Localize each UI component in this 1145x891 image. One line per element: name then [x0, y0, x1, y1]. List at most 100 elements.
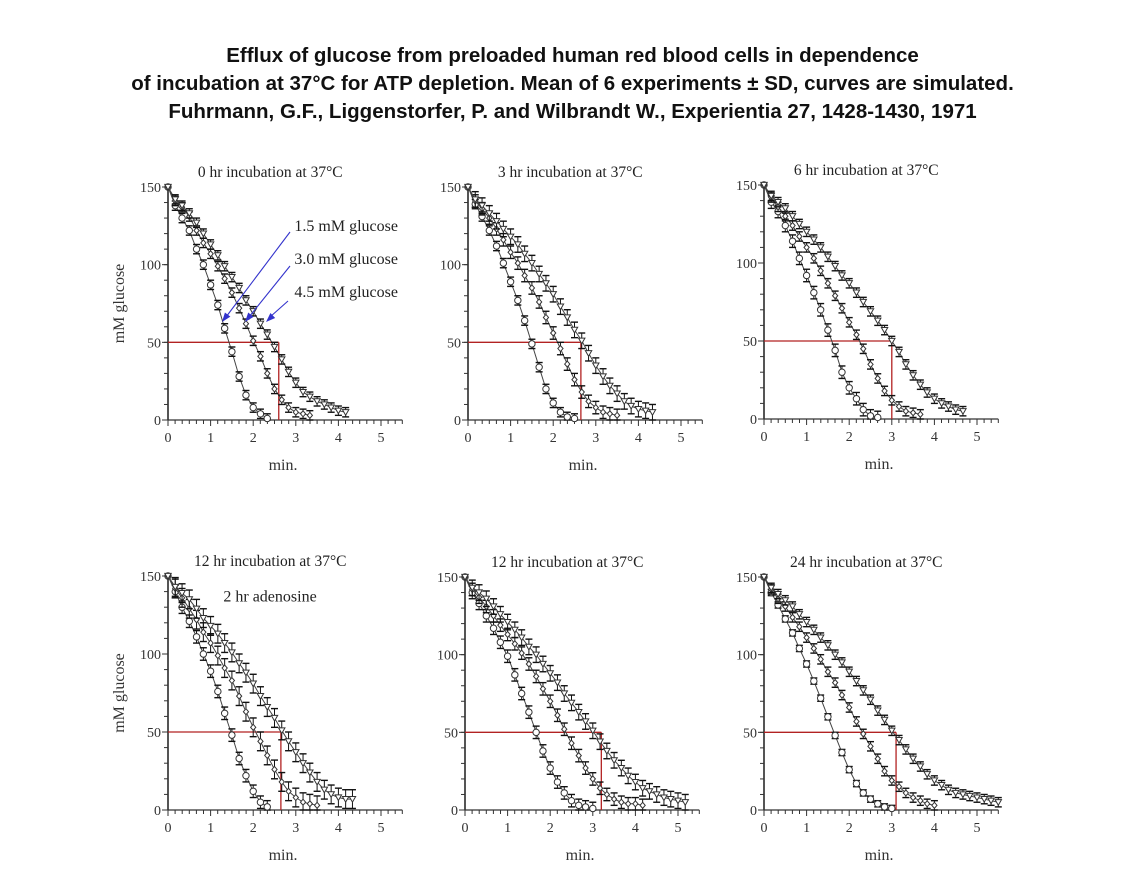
data-point-diamond: [575, 751, 583, 760]
data-point-diamond: [810, 254, 818, 263]
data-point-diamond: [824, 667, 832, 676]
data-point-circle: [549, 399, 557, 407]
data-point-triangle: [220, 263, 229, 271]
data-point-triangle: [567, 699, 576, 707]
data-point-triangle: [192, 219, 201, 227]
data-point-triangle: [527, 260, 536, 268]
data-point-triangle: [241, 669, 251, 677]
data-point-triangle: [341, 795, 350, 804]
chart-panel-6: 24 hr incubation at 37°C0 1 2 3 4 5050100150m…: [736, 554, 1003, 864]
data-point-triangle: [235, 284, 244, 292]
data-point-diamond: [271, 385, 278, 393]
series-curve-diamond: [167, 575, 318, 806]
data-point-triangle: [887, 727, 896, 735]
data-point-circle: [206, 667, 215, 675]
data-point-diamond: [257, 737, 264, 746]
data-point-triangle: [901, 746, 910, 754]
data-point-triangle: [482, 595, 491, 603]
data-point-circle: [781, 221, 789, 230]
data-point-circle: [535, 363, 543, 371]
data-point-triangle: [887, 337, 896, 346]
data-point-circle: [256, 798, 265, 806]
data-point-triangle: [930, 395, 939, 403]
data-point-triangle: [510, 626, 519, 634]
data-point-triangle: [320, 786, 329, 794]
data-point-diamond: [931, 801, 938, 810]
data-point-triangle: [823, 642, 832, 650]
data-point-diamond: [221, 664, 228, 672]
x-tick-label: 4: [335, 821, 342, 836]
y-tick-label: 50: [743, 335, 757, 350]
data-point-circle: [859, 405, 867, 414]
data-point-diamond: [249, 723, 257, 732]
data-point-triangle: [538, 660, 548, 668]
data-point-triangle: [220, 639, 229, 648]
x-tick-label: 5: [974, 821, 981, 836]
data-point-triangle: [631, 778, 640, 787]
data-point-triangle: [177, 590, 187, 598]
data-point-diamond: [497, 621, 504, 629]
x-tick-label: 0: [462, 821, 469, 836]
data-point-diamond: [859, 345, 867, 353]
data-point-triangle: [673, 797, 683, 805]
data-point-triangle: [270, 343, 279, 352]
data-point-circle: [824, 713, 832, 721]
data-point-triangle: [767, 584, 776, 592]
data-point-circle: [831, 731, 839, 740]
data-point-triangle: [781, 597, 790, 605]
data-point-triangle: [659, 794, 669, 802]
data-point-triangle: [284, 368, 293, 376]
data-point-diamond: [532, 672, 540, 681]
data-point-triangle: [994, 799, 1003, 807]
data-point-diamond: [596, 784, 604, 793]
x-tick-label: 0: [761, 821, 768, 836]
data-point-circle: [852, 779, 861, 788]
data-point-diamond: [853, 717, 860, 726]
data-point-diamond: [599, 408, 607, 416]
data-point-circle: [795, 644, 804, 653]
series-curve-circle: [467, 186, 575, 419]
data-point-triangle: [499, 225, 508, 233]
data-point-triangle: [177, 202, 187, 210]
data-point-triangle: [320, 401, 329, 409]
data-point-diamond: [845, 318, 853, 327]
data-point-circle: [214, 687, 222, 696]
data-point-triangle: [468, 584, 477, 592]
data-point-diamond: [539, 685, 547, 693]
data-point-diamond: [610, 795, 618, 803]
data-point-triangle: [873, 317, 882, 325]
data-point-triangle: [951, 789, 960, 797]
data-point-triangle: [831, 263, 840, 271]
data-point-triangle: [809, 236, 818, 244]
data-point-circle: [485, 226, 493, 235]
data-point-circle: [838, 748, 846, 757]
data-point-triangle: [503, 618, 512, 627]
data-point-circle: [514, 296, 522, 305]
data-point-diamond: [917, 410, 924, 419]
data-point-triangle: [866, 696, 875, 704]
x-tick-label: 5: [378, 431, 385, 446]
data-point-triangle: [610, 757, 619, 765]
data-point-circle: [506, 278, 515, 286]
data-point-diamond: [895, 782, 903, 791]
data-point-triangle: [513, 241, 522, 249]
y-tick-label: 100: [736, 257, 757, 272]
data-point-diamond: [618, 798, 625, 806]
data-point-diamond: [221, 274, 228, 283]
data-point-diamond: [278, 396, 286, 404]
data-point-circle: [575, 801, 583, 810]
panel-title: 12 hr incubation at 37°C: [194, 553, 347, 570]
data-point-triangle: [463, 183, 473, 192]
chart-panel-2: 3 hr incubation at 37°C0 1 2 3 4 5050100150mi…: [440, 164, 703, 474]
data-point-diamond: [299, 798, 307, 806]
data-point-diamond: [214, 262, 222, 270]
data-point-circle: [520, 316, 529, 325]
data-point-diamond: [249, 337, 257, 345]
data-point-diamond: [845, 703, 853, 712]
data-point-triangle: [277, 727, 286, 735]
data-point-circle: [810, 677, 818, 685]
data-point-diamond: [796, 622, 803, 631]
data-point-triangle: [986, 797, 996, 805]
data-point-diamond: [528, 284, 536, 292]
data-point-triangle: [831, 651, 840, 659]
